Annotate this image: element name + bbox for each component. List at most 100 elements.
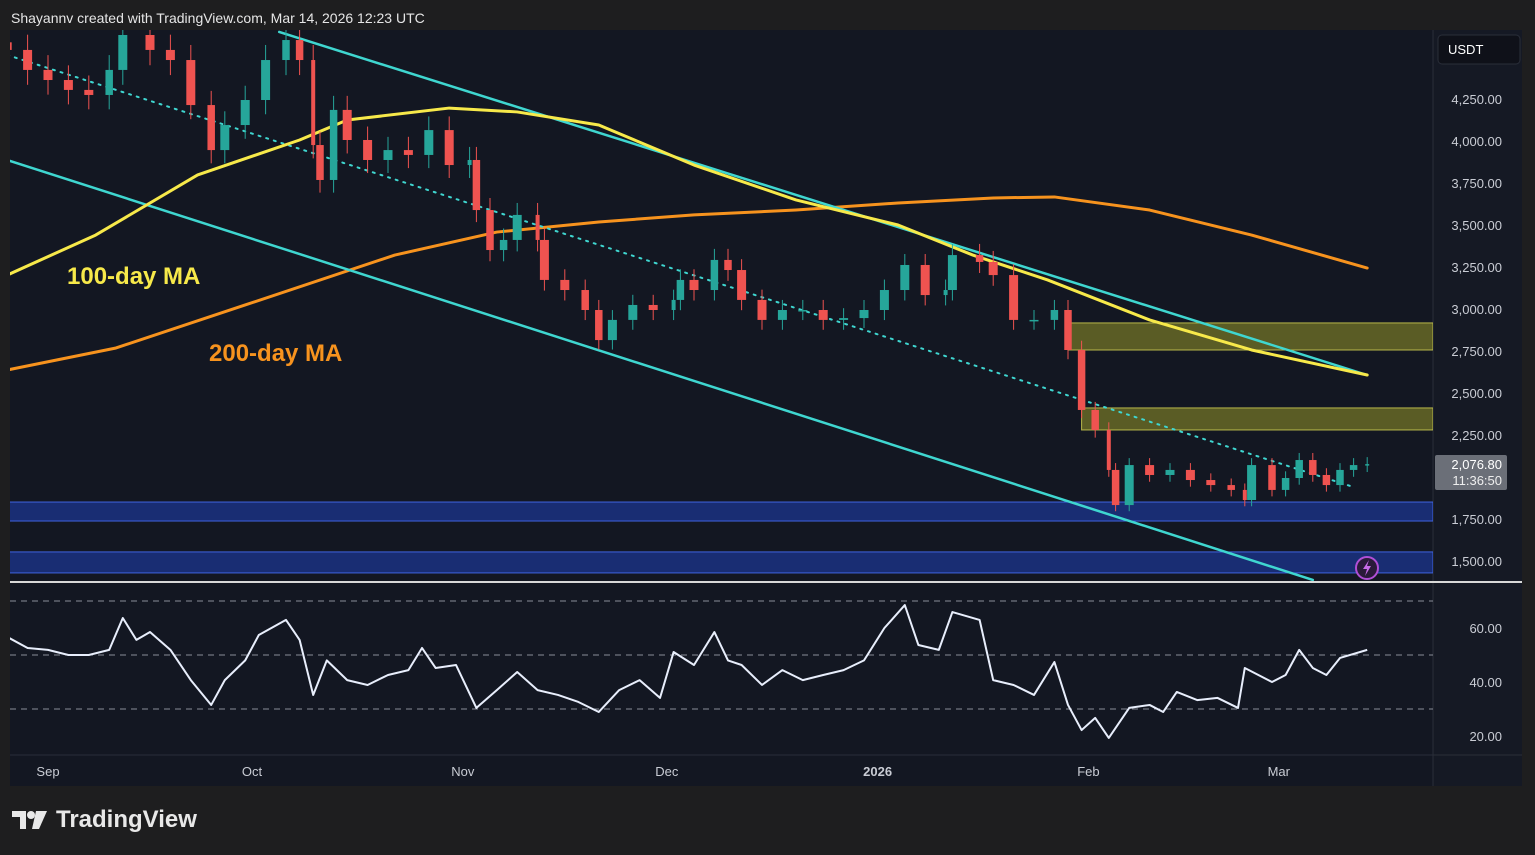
candle (1336, 463, 1344, 492)
candle-body (607, 319, 617, 341)
candle (311, 44, 316, 159)
last-price-tag (1435, 455, 1507, 490)
ma200-line (10, 195, 1369, 371)
candle-body (724, 259, 732, 271)
candle (43, 55, 53, 95)
candle (240, 85, 250, 139)
candle-body (671, 299, 676, 311)
candle-body (472, 159, 481, 211)
demand-zone (10, 551, 1433, 574)
rsi-tick-label: 60.00 (1469, 621, 1502, 636)
candle (1185, 463, 1195, 487)
candle (1064, 299, 1072, 360)
candle (444, 116, 454, 178)
candle-body (1165, 469, 1175, 475)
time-tick-label: Dec (655, 764, 679, 779)
candle-body (581, 290, 589, 311)
candle (512, 202, 522, 252)
candle-body (105, 69, 113, 95)
candle (879, 279, 889, 321)
candle-body (1295, 460, 1303, 479)
currency-button[interactable] (1437, 34, 1521, 65)
candle-body (777, 310, 787, 320)
candle-body (1029, 319, 1039, 322)
time-tick-label: Nov (451, 764, 475, 779)
candle-body (1091, 409, 1099, 430)
candle (595, 299, 603, 350)
candle (560, 269, 570, 301)
candle (1029, 310, 1039, 330)
candle (1077, 340, 1086, 419)
candle (295, 30, 304, 76)
candle-body (628, 304, 638, 320)
candle (710, 248, 719, 301)
candle (737, 259, 747, 311)
candle (676, 269, 685, 311)
candle-body (383, 150, 393, 160)
candle (363, 126, 373, 174)
time-tick-label: Feb (1077, 764, 1099, 779)
time-tick-label: Oct (242, 764, 263, 779)
channel-upper-line (277, 30, 1369, 377)
time-axis: Sep Oct Nov Dec 2026 Feb Mar (36, 764, 1290, 779)
candle-body (757, 299, 767, 320)
candle-body (1309, 460, 1317, 475)
candle (118, 30, 128, 85)
currency-label: USDT (1448, 42, 1483, 57)
candle (186, 44, 196, 120)
candle (1206, 473, 1216, 492)
rsi-tick-label: 20.00 (1469, 729, 1502, 744)
price-tick-label: 3,750.00 (1451, 176, 1502, 191)
candle-body (1124, 465, 1134, 506)
candle-body (1365, 464, 1370, 466)
candle-body (63, 80, 73, 90)
candle-body (676, 279, 685, 300)
candle (839, 308, 849, 330)
candle-body (467, 159, 472, 166)
candle (23, 34, 33, 85)
price-pane[interactable] (3, 19, 1433, 582)
candle-body (943, 290, 948, 296)
candle (535, 202, 540, 252)
candle-body (975, 255, 984, 262)
candle-body (879, 290, 889, 311)
candle-body (342, 109, 352, 140)
candle-body (403, 150, 413, 155)
price-axis: 4,250.00 4,000.00 3,750.00 3,500.00 3,250.00… (1451, 92, 1502, 569)
candle (1295, 452, 1303, 485)
candle-body (689, 279, 699, 291)
tradingview-logo[interactable]: TradingView (12, 806, 197, 834)
price-axis-area[interactable] (1433, 30, 1522, 786)
candle (1281, 471, 1290, 497)
candle-body (1349, 465, 1358, 470)
candle (757, 289, 767, 330)
candle-body (648, 304, 658, 311)
price-tick-label: 4,000.00 (1451, 134, 1502, 149)
last-price: 2,076.80 (1451, 457, 1502, 472)
rsi-pane[interactable] (7, 600, 1433, 739)
price-tick-label: 4,250.00 (1451, 92, 1502, 107)
candle (282, 30, 290, 76)
candle (84, 75, 94, 110)
candle (1091, 401, 1099, 438)
candle (220, 111, 230, 164)
candle-body (798, 310, 808, 312)
candle-body (1145, 465, 1155, 475)
candle (581, 279, 589, 321)
candle-body (947, 255, 957, 291)
supply-zone (1067, 322, 1433, 351)
demand-zone (10, 501, 1433, 522)
price-tick-label: 3,000.00 (1451, 302, 1502, 317)
candle-body (737, 270, 747, 300)
candle-body (311, 60, 316, 146)
candle-body (23, 49, 33, 70)
candle-body (363, 139, 373, 160)
candle-body (118, 34, 128, 70)
candle (1365, 457, 1370, 473)
candle-body (145, 34, 155, 50)
channel-mid-line (10, 54, 1355, 489)
candle (403, 136, 413, 169)
candle-body (1009, 275, 1019, 320)
alert-icon[interactable] (1355, 556, 1379, 580)
